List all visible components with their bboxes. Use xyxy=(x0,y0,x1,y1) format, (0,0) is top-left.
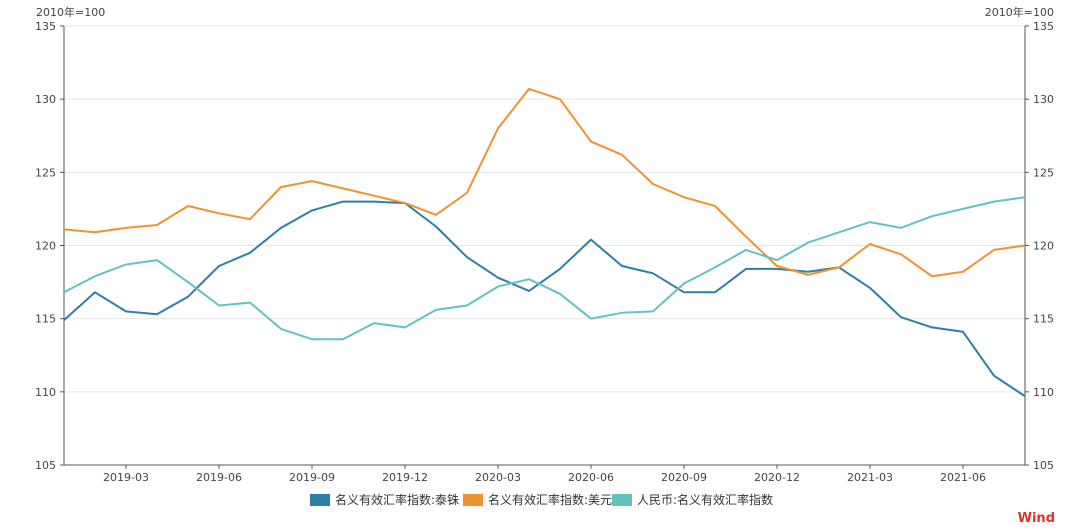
y-tick-label-right: 130 xyxy=(1033,93,1054,106)
x-tick-label: 2021-03 xyxy=(847,471,893,484)
series-lines xyxy=(63,87,1026,398)
x-tick-label: 2020-06 xyxy=(568,471,614,484)
y-ticks-right: 105 110 115 120 125 130 135 xyxy=(1025,20,1054,472)
x-tick-label: 2019-12 xyxy=(382,471,428,484)
x-tick-label: 2019-03 xyxy=(103,471,149,484)
legend-label: 名义有效汇率指数:美元 xyxy=(488,492,612,507)
legend-label: 名义有效汇率指数:泰铢 xyxy=(335,492,459,507)
right-unit-label: 2010年=100 xyxy=(985,5,1054,19)
y-tick-label-right: 125 xyxy=(1033,166,1054,179)
y-tick-label-right: 110 xyxy=(1033,386,1054,399)
legend[interactable]: 名义有效汇率指数:泰铢 名义有效汇率指数:美元 人民币:名义有效汇率指数 xyxy=(310,492,773,507)
y-tick-label-left: 135 xyxy=(35,20,56,33)
x-tick-label: 2019-09 xyxy=(289,471,335,484)
y-tick-label-left: 105 xyxy=(35,459,56,472)
legend-item-1[interactable]: 名义有效汇率指数:美元 xyxy=(463,492,612,507)
y-ticks-left: 105 110 115 120 125 130 135 xyxy=(35,20,64,472)
y-tick-label-left: 125 xyxy=(35,166,56,179)
x-tick-label: 2020-03 xyxy=(475,471,521,484)
legend-item-2[interactable]: 人民币:名义有效汇率指数 xyxy=(612,492,773,507)
y-tick-label-left: 110 xyxy=(35,386,56,399)
x-ticks: 2019-03 2019-06 2019-09 2019-12 2020-03 2020-… xyxy=(103,465,986,484)
x-tick-label: 2020-09 xyxy=(661,471,707,484)
y-tick-label-right: 135 xyxy=(1033,20,1054,33)
legend-swatch xyxy=(463,494,483,506)
x-tick-label: 2019-06 xyxy=(196,471,242,484)
series-line-2 xyxy=(63,196,1026,341)
y-tick-label-right: 115 xyxy=(1033,313,1054,326)
grid-lines xyxy=(64,25,1025,393)
legend-label: 人民币:名义有效汇率指数 xyxy=(637,492,773,507)
legend-swatch xyxy=(310,494,330,506)
left-unit-label: 2010年=100 xyxy=(36,5,105,19)
legend-item-0[interactable]: 名义有效汇率指数:泰铢 xyxy=(310,492,459,507)
y-tick-label-left: 115 xyxy=(35,313,56,326)
x-tick-label: 2020-12 xyxy=(754,471,800,484)
legend-swatch xyxy=(612,494,632,506)
source-label: Wind xyxy=(1018,511,1055,526)
x-tick-label: 2021-06 xyxy=(940,471,986,484)
y-tick-label-left: 130 xyxy=(35,93,56,106)
y-tick-label-right: 105 xyxy=(1033,459,1054,472)
series-line-1 xyxy=(63,87,1026,278)
y-tick-label-right: 120 xyxy=(1033,240,1054,253)
series-line-0 xyxy=(63,200,1026,398)
y-tick-label-left: 120 xyxy=(35,240,56,253)
